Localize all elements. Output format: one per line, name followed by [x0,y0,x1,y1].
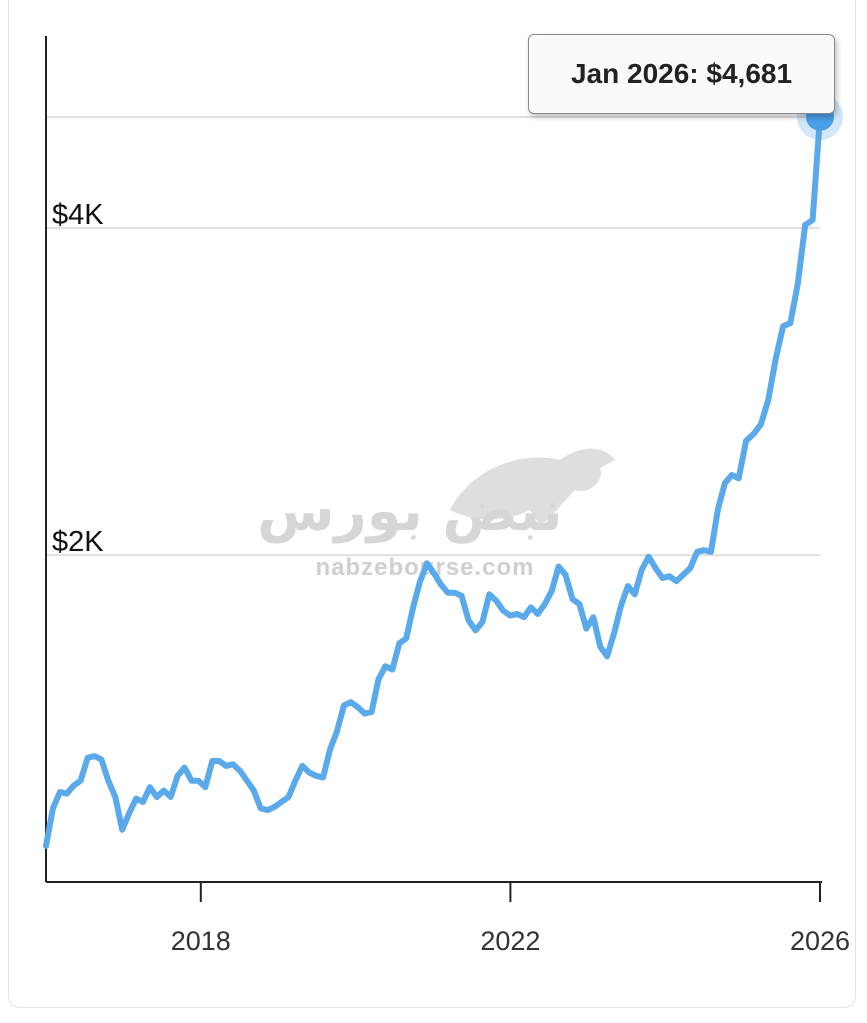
watermark: نبض بورس nabzebourse.com [257,448,615,581]
y-tick-label: $4K [52,199,104,231]
y-tick-label: $2K [52,526,104,558]
tooltip: Jan 2026: $4,681 [528,34,835,114]
bull-logo [450,448,615,525]
gridlines [46,116,820,557]
series-line [43,113,823,849]
x-tick-label: 2022 [480,926,540,956]
x-tick-label: 2026 [790,926,850,956]
watermark-name: نبض بورس [257,479,562,544]
chart-card [8,0,856,1008]
axis-ticks: $2K $4K 2018 2022 2026 [52,199,850,956]
tooltip-text: Jan 2026: $4,681 [570,58,793,89]
x-tick-label: 2018 [171,926,231,956]
